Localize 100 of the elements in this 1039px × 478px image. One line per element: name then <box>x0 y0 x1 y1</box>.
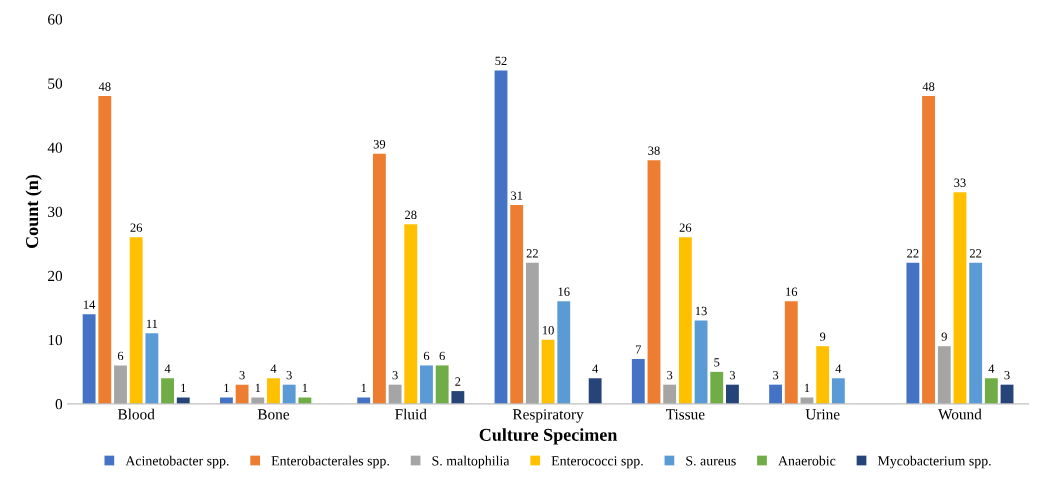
bar <box>678 237 692 404</box>
data-label: 4 <box>592 364 599 373</box>
bar <box>298 397 312 404</box>
data-label: 39 <box>373 140 386 149</box>
x-axis-title: Culture Specimen <box>479 428 618 445</box>
x-tick-label: Wound <box>938 408 982 420</box>
data-label: 1 <box>804 383 810 393</box>
bar <box>114 365 127 404</box>
legend-label: Anaerobic <box>778 455 836 466</box>
bar <box>769 384 783 404</box>
x-tick-label: Urine <box>805 409 840 420</box>
data-label: 22 <box>907 249 919 258</box>
data-label: 2 <box>455 377 461 386</box>
data-label: 48 <box>922 82 935 91</box>
x-tick-label: Tissue <box>665 409 705 420</box>
data-label: 6 <box>439 351 445 361</box>
data-label: 1 <box>224 383 229 393</box>
bar <box>235 384 249 404</box>
y-tick-label: 30 <box>48 206 63 217</box>
data-label: 5 <box>714 358 720 367</box>
data-label: 6 <box>117 351 124 361</box>
bar <box>129 237 143 404</box>
bar <box>219 397 233 404</box>
x-tick-label: Blood <box>117 408 155 420</box>
data-label: 6 <box>423 351 430 361</box>
data-label: 1 <box>361 383 367 393</box>
data-label: 14 <box>83 300 96 309</box>
y-axis-title: Count (n) <box>25 174 42 248</box>
bar <box>510 205 524 404</box>
bar <box>541 339 555 404</box>
bar <box>451 391 465 404</box>
data-label: 1 <box>302 383 308 393</box>
y-tick-label: 20 <box>48 270 63 282</box>
y-tick-label: 0 <box>55 399 63 410</box>
data-label: 4 <box>988 364 995 373</box>
data-label: 26 <box>130 223 143 232</box>
bar <box>494 70 508 404</box>
data-label: 3 <box>1004 370 1010 380</box>
bar <box>435 365 449 404</box>
data-label: 9 <box>941 332 947 341</box>
bar <box>161 378 174 404</box>
legend-label: Enterobacterales spp. <box>271 455 389 469</box>
bar <box>282 384 296 404</box>
data-label: 16 <box>558 287 570 296</box>
x-tick-label: Respiratory <box>512 409 584 423</box>
data-label: 4 <box>835 364 842 373</box>
data-label: 1 <box>255 383 261 393</box>
bar <box>831 378 845 404</box>
data-label: 13 <box>695 306 707 316</box>
bar <box>145 333 159 404</box>
bar <box>984 378 998 404</box>
bar <box>710 371 724 404</box>
bar <box>251 397 265 404</box>
data-label: 3 <box>729 370 736 380</box>
bar <box>726 384 739 404</box>
x-tick-label: Fluid <box>395 408 427 420</box>
bar <box>906 262 920 404</box>
data-label: 3 <box>773 370 779 380</box>
bar <box>176 397 190 404</box>
bar <box>372 153 386 404</box>
data-label: 22 <box>969 249 982 258</box>
data-label: 4 <box>270 364 277 373</box>
data-label: 3 <box>667 370 673 380</box>
bar <box>922 96 936 404</box>
bar <box>420 365 433 404</box>
legend-label: Enterococci spp. <box>551 456 643 469</box>
data-label: 7 <box>636 345 642 354</box>
data-label: 3 <box>286 370 292 380</box>
bar <box>267 378 280 404</box>
data-label: 31 <box>511 191 523 200</box>
y-tick-label: 50 <box>48 78 63 89</box>
y-tick-label: 60 <box>48 14 63 25</box>
data-label: 10 <box>542 326 554 335</box>
legend-label: Acinetobacter spp. <box>125 455 229 469</box>
bar <box>969 262 983 404</box>
legend-label: Mycobacterium spp. <box>877 455 991 469</box>
bar <box>694 320 708 404</box>
bar <box>98 96 112 404</box>
data-label: 3 <box>392 370 398 380</box>
bar <box>525 262 539 404</box>
data-label: 9 <box>819 332 826 341</box>
bar <box>937 346 951 404</box>
data-label: 11 <box>146 319 158 328</box>
bar <box>953 192 967 404</box>
bar <box>647 160 661 404</box>
bar <box>357 397 371 404</box>
legend-label: S. maltophilia <box>432 455 510 469</box>
data-label: 3 <box>239 370 245 380</box>
data-label: 22 <box>526 249 538 258</box>
bar <box>784 301 798 404</box>
data-label: 4 <box>164 364 171 373</box>
bar <box>588 378 602 404</box>
data-label: 33 <box>954 178 966 187</box>
data-label: 28 <box>405 210 417 220</box>
legend-label: S. aureus <box>686 456 736 466</box>
bar <box>557 301 571 404</box>
bar <box>404 224 418 404</box>
bar <box>663 384 677 404</box>
data-label: 16 <box>786 287 798 296</box>
data-label: 26 <box>679 223 692 232</box>
